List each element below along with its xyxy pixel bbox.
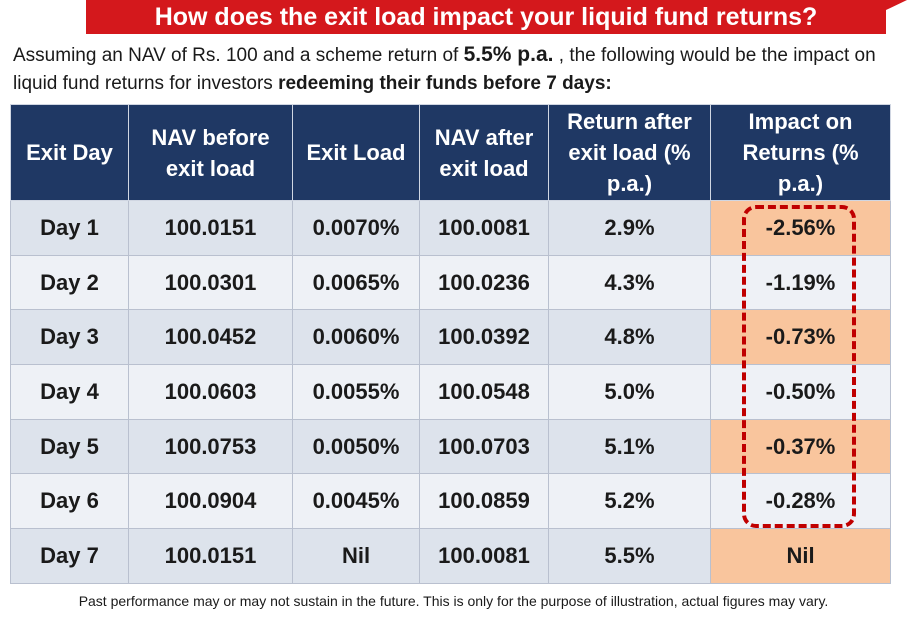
- disclaimer-footnote: Past performance may or may not sustain …: [78, 593, 829, 609]
- cell-nav-before: 100.0151: [128, 528, 293, 584]
- cell-exit-day: Day 2: [10, 254, 129, 311]
- impact-highlight-outline: [742, 205, 856, 528]
- cell-exit-day: Day 4: [10, 364, 129, 420]
- cell-impact: -0.37%: [710, 418, 891, 475]
- header-nav-after: NAV after exit load: [419, 104, 549, 201]
- cell-return-after: 4.3%: [548, 254, 711, 311]
- cell-exit-load: 0.0065%: [292, 254, 420, 311]
- cell-return-after: 5.0%: [548, 364, 711, 420]
- table-row: Day 2 100.0301 0.0065% 100.0236 4.3% -1.…: [10, 254, 891, 311]
- intro-part1: Assuming an NAV of Rs. 100 and a scheme …: [13, 45, 464, 66]
- table-row: Day 3 100.0452 0.0060% 100.0392 4.8% -0.…: [10, 309, 891, 366]
- cell-exit-day: Day 3: [10, 309, 129, 366]
- cell-nav-after: 100.0859: [419, 473, 549, 530]
- intro-highlight-return: 5.5% p.a.: [463, 43, 554, 66]
- cell-impact: -0.28%: [710, 473, 891, 530]
- title-banner: How does the exit load impact your liqui…: [86, 0, 886, 34]
- intro-part2: , the following would be the impact on l…: [13, 45, 876, 94]
- table-header-row: Exit Day NAV before exit load Exit Load …: [10, 104, 891, 201]
- header-exit-day: Exit Day: [10, 104, 129, 201]
- table-row: Day 7 100.0151 Nil 100.0081 5.5% Nil: [10, 528, 891, 584]
- cell-nav-before: 100.0151: [128, 200, 293, 256]
- cell-exit-load: Nil: [292, 528, 420, 584]
- cell-return-after: 5.1%: [548, 418, 711, 475]
- cell-exit-day: Day 1: [10, 200, 129, 256]
- cell-nav-after: 100.0081: [419, 528, 549, 584]
- cell-exit-load: 0.0060%: [292, 309, 420, 366]
- cell-exit-day: Day 5: [10, 418, 129, 475]
- table-row: Day 1 100.0151 0.0070% 100.0081 2.9% -2.…: [10, 200, 891, 256]
- table-row: Day 6 100.0904 0.0045% 100.0859 5.2% -0.…: [10, 473, 891, 530]
- intro-text: Assuming an NAV of Rs. 100 and a scheme …: [13, 41, 898, 98]
- intro-bold: redeeming their funds before 7 days:: [278, 73, 612, 94]
- cell-exit-load: 0.0070%: [292, 200, 420, 256]
- cell-nav-before: 100.0452: [128, 309, 293, 366]
- cell-nav-after: 100.0548: [419, 364, 549, 420]
- exit-load-table: Exit Day NAV before exit load Exit Load …: [10, 104, 891, 584]
- table-row: Day 4 100.0603 0.0055% 100.0548 5.0% -0.…: [10, 364, 891, 420]
- cell-return-after: 5.2%: [548, 473, 711, 530]
- cell-exit-load: 0.0050%: [292, 418, 420, 475]
- cell-return-after: 4.8%: [548, 309, 711, 366]
- cell-nav-before: 100.0301: [128, 254, 293, 311]
- cell-impact: -2.56%: [710, 200, 891, 256]
- table-row: Day 5 100.0753 0.0050% 100.0703 5.1% -0.…: [10, 418, 891, 475]
- cell-nav-before: 100.0904: [128, 473, 293, 530]
- cell-exit-day: Day 6: [10, 473, 129, 530]
- cell-impact: -0.50%: [710, 364, 891, 420]
- cell-exit-load: 0.0045%: [292, 473, 420, 530]
- cell-impact: -0.73%: [710, 309, 891, 366]
- cell-exit-day: Day 7: [10, 528, 129, 584]
- cell-nav-after: 100.0081: [419, 200, 549, 256]
- page-title: How does the exit load impact your liqui…: [154, 3, 818, 31]
- cell-impact: -1.19%: [710, 254, 891, 311]
- cell-exit-load: 0.0055%: [292, 364, 420, 420]
- cell-impact: Nil: [710, 528, 891, 584]
- cell-nav-before: 100.0603: [128, 364, 293, 420]
- cell-nav-before: 100.0753: [128, 418, 293, 475]
- header-nav-before: NAV before exit load: [128, 104, 293, 201]
- cell-return-after: 5.5%: [548, 528, 711, 584]
- cell-return-after: 2.9%: [548, 200, 711, 256]
- header-exit-load: Exit Load: [292, 104, 420, 201]
- banner-corner: [886, 0, 907, 10]
- cell-nav-after: 100.0392: [419, 309, 549, 366]
- cell-nav-after: 100.0236: [419, 254, 549, 311]
- header-impact: Impact on Returns (% p.a.): [710, 104, 891, 201]
- cell-nav-after: 100.0703: [419, 418, 549, 475]
- header-return-after: Return after exit load (% p.a.): [548, 104, 711, 201]
